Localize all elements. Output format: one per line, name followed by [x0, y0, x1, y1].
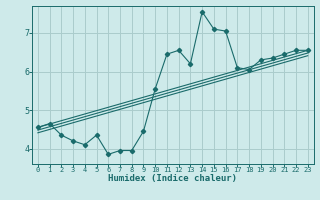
- X-axis label: Humidex (Indice chaleur): Humidex (Indice chaleur): [108, 174, 237, 183]
